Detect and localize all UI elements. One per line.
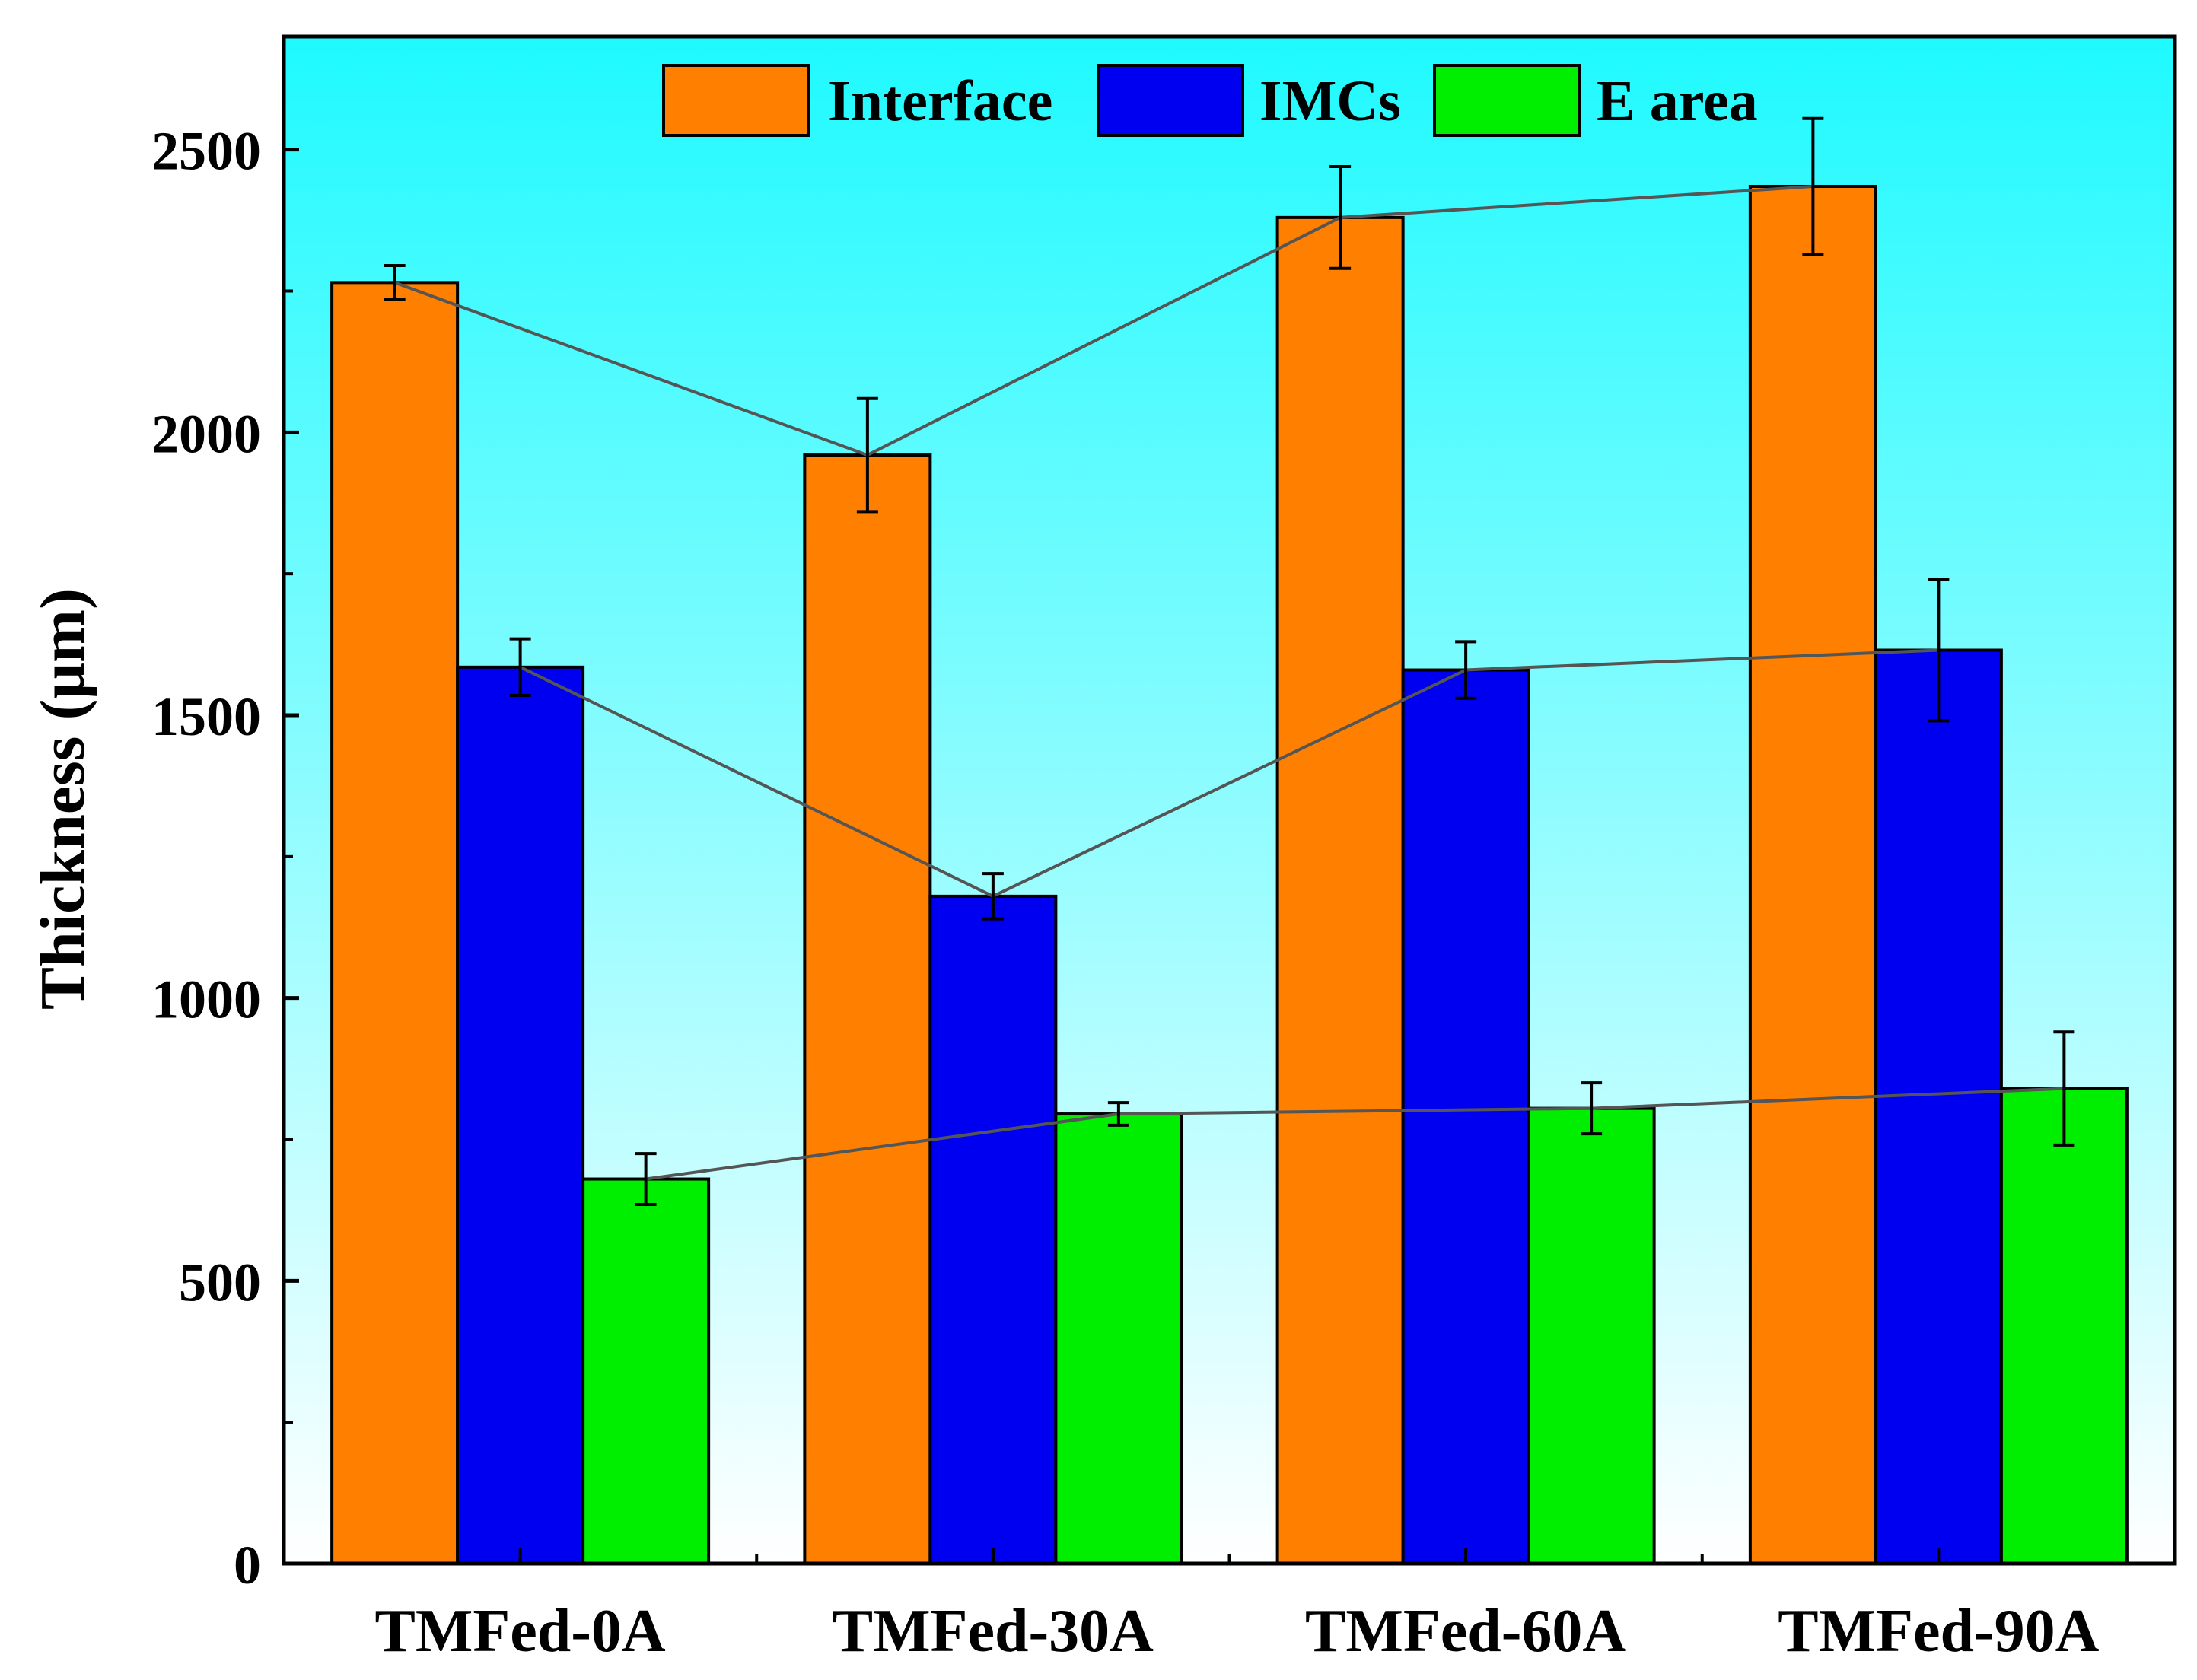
bar-imcs-tmfed-0a — [456, 665, 585, 1565]
legend-item-interface: Interface — [662, 64, 1052, 137]
error-bar-interface-tmfed-0a — [384, 264, 406, 301]
y-axis-title: Thickness (μm) — [27, 588, 98, 1010]
x-tick-label: TMFed-30A — [833, 1598, 1154, 1665]
y-tick-label: 2000 — [151, 403, 261, 464]
bar-imcs-tmfed-90a — [1874, 648, 2003, 1565]
error-bar-imcs-tmfed-0a — [509, 637, 531, 697]
bar-interface-tmfed-0a — [330, 281, 460, 1566]
y-tick-label: 2500 — [151, 121, 261, 182]
trend-line-e-area — [645, 1087, 2065, 1181]
error-bar-e-area-tmfed-30a — [1107, 1101, 1129, 1127]
error-bar-interface-tmfed-30a — [856, 396, 878, 514]
bar-e-area-tmfed-0a — [581, 1177, 711, 1565]
bar-e-area-tmfed-30a — [1054, 1112, 1183, 1566]
y-tick-label: 0 — [234, 1535, 261, 1596]
legend-item-e-area: E area — [1433, 64, 1758, 137]
error-bar-e-area-tmfed-60a — [1581, 1081, 1603, 1136]
legend-label: Interface — [828, 69, 1052, 133]
y-tick-label: 500 — [179, 1252, 261, 1312]
error-bar-e-area-tmfed-0a — [635, 1152, 657, 1206]
y-tick-label: 1500 — [151, 686, 261, 747]
x-tick-label: TMFed-90A — [1778, 1598, 2099, 1665]
legend-swatch — [662, 64, 810, 137]
legend-item-imcs: IMCs — [1097, 64, 1401, 137]
bar-imcs-tmfed-60a — [1401, 668, 1530, 1565]
bar-interface-tmfed-90a — [1748, 184, 1877, 1566]
trend-lines-layer — [393, 184, 2065, 1181]
bars-layer — [330, 184, 2129, 1566]
legend-swatch — [1097, 64, 1244, 137]
legend-label: IMCs — [1259, 69, 1401, 133]
bar-interface-tmfed-30a — [803, 453, 932, 1565]
bar-e-area-tmfed-60a — [1527, 1106, 1656, 1566]
bar-interface-tmfed-60a — [1275, 215, 1405, 1565]
legend: Interface IMCs E area — [662, 64, 1758, 137]
x-tick-label: TMFed-0A — [375, 1598, 666, 1665]
error-bar-interface-tmfed-60a — [1329, 164, 1352, 270]
error-bars-layer — [384, 116, 2075, 1206]
error-bar-imcs-tmfed-30a — [982, 872, 1004, 921]
axis-layer: 0 500 1000 1500 2000 2500 TMFed-0A TMFed-30A TMF… — [151, 121, 2100, 1665]
error-bar-imcs-tmfed-90a — [1928, 578, 1950, 723]
error-bar-interface-tmfed-90a — [1802, 116, 1824, 256]
bar-e-area-tmfed-90a — [1999, 1087, 2129, 1565]
x-tick-label: TMFed-60A — [1305, 1598, 1626, 1665]
trend-line-imcs — [519, 648, 1939, 899]
error-bar-imcs-tmfed-60a — [1455, 640, 1477, 700]
legend-label: E area — [1597, 69, 1758, 133]
bar-imcs-tmfed-30a — [928, 894, 1058, 1566]
y-tick-label: 1000 — [151, 969, 261, 1030]
legend-swatch — [1433, 64, 1581, 137]
trend-line-interface — [393, 184, 1813, 457]
error-bar-e-area-tmfed-90a — [2053, 1030, 2075, 1147]
